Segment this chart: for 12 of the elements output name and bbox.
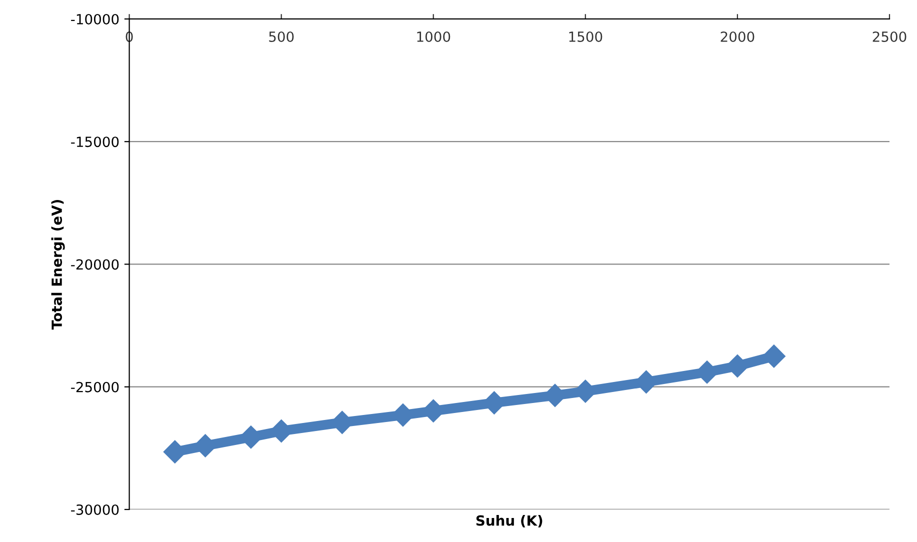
x-tick-label: 2500 <box>872 31 906 42</box>
x-axis-title: Suhu (K) <box>476 515 542 528</box>
x-tick-label: 1000 <box>417 31 450 42</box>
y-tick-label: -25000 <box>71 382 119 392</box>
y-axis-title: Total Energi (eV) <box>51 200 65 330</box>
x-tick-label: 2000 <box>720 31 754 42</box>
x-tick-label: 1500 <box>569 31 602 42</box>
y-tick-label: -20000 <box>71 259 119 270</box>
x-tick-label: 500 <box>269 31 294 42</box>
y-tick-label: -15000 <box>71 136 119 148</box>
y-tick-label: -10000 <box>71 14 119 24</box>
y-tick-label: -30000 <box>71 504 119 515</box>
